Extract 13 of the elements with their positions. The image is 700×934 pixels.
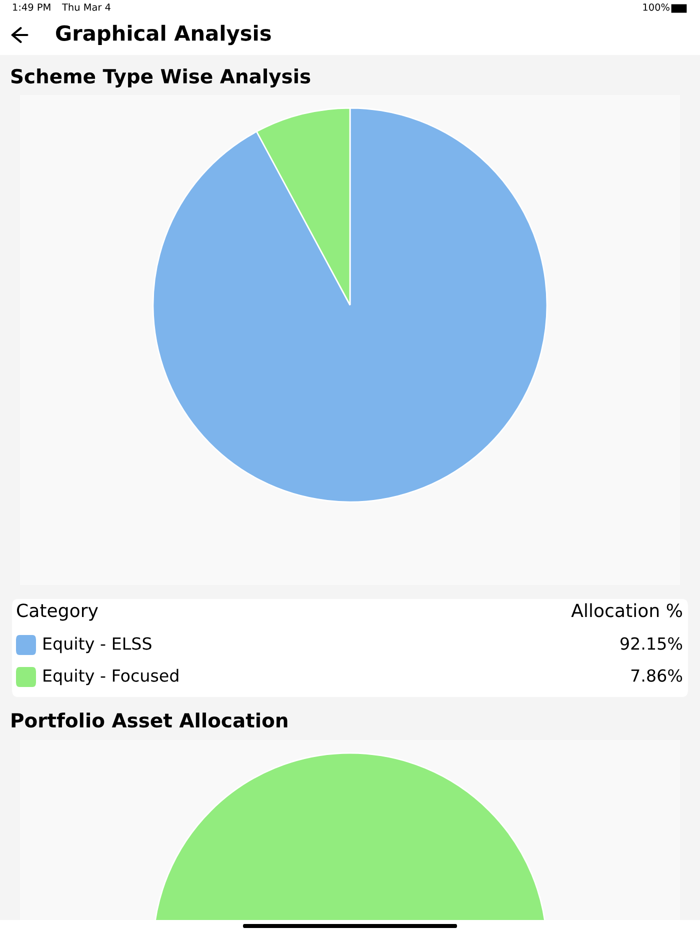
text: 100% — [643, 3, 670, 11]
data-label: 7.86% — [631, 669, 682, 682]
pie-slice — [152, 107, 548, 503]
text: Allocation % — [571, 603, 682, 618]
legend-label: Equity - ELSS — [44, 636, 152, 654]
chart-title: Portfolio Asset Allocation — [12, 712, 288, 728]
legend-title: Category — [17, 604, 98, 621]
chart-title: Scheme Type Wise Analysis — [11, 68, 310, 88]
text: Thu Mar 4 — [62, 3, 110, 11]
text: Graphical Analysis — [56, 24, 271, 46]
data-label: 92.15% — [620, 637, 682, 650]
legend-label: Equity - Focused — [44, 668, 178, 686]
text: 1:49 PM — [13, 3, 50, 11]
